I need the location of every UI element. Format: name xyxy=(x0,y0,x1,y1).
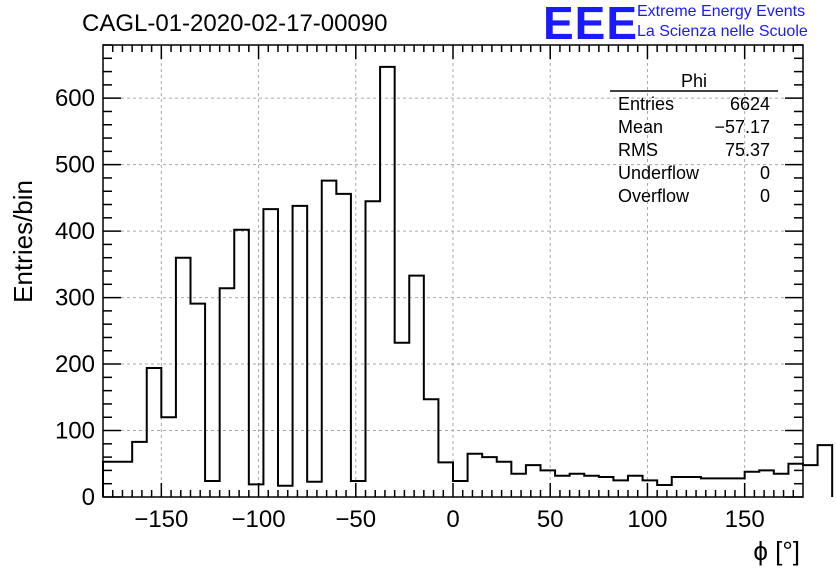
stats-row-label: RMS xyxy=(618,140,658,160)
stats-rows: Entries 6624 Mean −57.17 RMS 75.37 Underflow 0 O… xyxy=(618,94,770,206)
plot-title: CAGL-01-2020-02-17-00090 xyxy=(82,10,388,37)
eee-logo: EEE xyxy=(543,0,639,49)
logo-caption-line-2: La Scienza nelle Scuole xyxy=(637,23,808,40)
stats-row-value: 0 xyxy=(760,186,770,206)
y-tick-label: 600 xyxy=(55,85,95,112)
stats-row-value: 6624 xyxy=(730,94,770,114)
y-tick-label: 0 xyxy=(82,484,95,511)
y-axis-title: Entries/bin xyxy=(8,180,38,303)
x-tick-label: −150 xyxy=(134,506,188,533)
stats-row-label: Overflow xyxy=(618,186,690,206)
logo-caption-line-1: Extreme Energy Events xyxy=(637,3,806,20)
histogram-step-line xyxy=(102,65,834,497)
y-tick-labels: 0 100 200 300 400 500 600 xyxy=(55,85,95,511)
x-tick-label: 0 xyxy=(446,506,459,533)
stats-row-label: Entries xyxy=(618,94,674,114)
y-tick-label: 500 xyxy=(55,152,95,179)
x-tick-label: 150 xyxy=(725,506,765,533)
y-tick-label: 100 xyxy=(55,418,95,445)
stats-row-value: −57.17 xyxy=(714,117,770,137)
stats-row-value: 75.37 xyxy=(725,140,770,160)
x-tick-label: −100 xyxy=(232,506,286,533)
x-tick-label: 50 xyxy=(537,506,564,533)
stats-row-label: Underflow xyxy=(618,163,700,183)
x-tick-labels: −150 −100 −50 0 50 100 150 xyxy=(134,506,764,533)
y-tick-label: 400 xyxy=(55,218,95,245)
stats-row-value: 0 xyxy=(760,163,770,183)
stats-row-label: Mean xyxy=(618,117,663,137)
x-tick-label: −50 xyxy=(335,506,376,533)
y-tick-label: 300 xyxy=(55,285,95,312)
axis-ticks xyxy=(103,44,803,498)
grid-lines xyxy=(103,45,803,497)
x-axis-title: ϕ [°] xyxy=(753,536,800,566)
y-tick-label: 200 xyxy=(55,351,95,378)
x-tick-label: 100 xyxy=(627,506,667,533)
stats-box-title: Phi xyxy=(681,71,707,91)
stats-box: Phi Entries 6624 Mean −57.17 RMS 75.37 Underfl… xyxy=(610,71,778,206)
